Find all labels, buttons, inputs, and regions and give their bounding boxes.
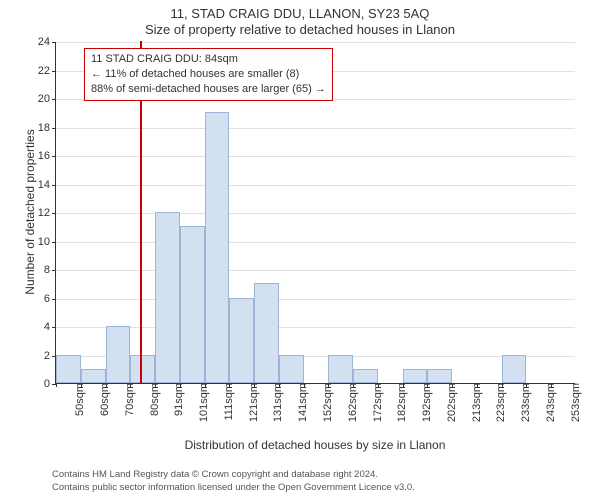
x-tick-label: 141sqm [295, 383, 309, 422]
histogram-bar [81, 369, 106, 383]
x-tick-label: 50sqm [72, 383, 86, 416]
histogram-bar [353, 369, 378, 383]
annotation-box: 11 STAD CRAIG DDU: 84sqm ← 11% of detach… [84, 48, 333, 101]
histogram-bar [180, 226, 205, 383]
x-tick-mark [254, 383, 255, 387]
gridline [56, 299, 575, 300]
x-tick-label: 213sqm [469, 383, 483, 422]
x-tick-mark [130, 383, 131, 387]
x-tick-mark [180, 383, 181, 387]
y-tick-label: 16 [38, 150, 56, 162]
histogram-chart: 11, STAD CRAIG DDU, LLANON, SY23 5AQ Siz… [0, 0, 600, 500]
copyright-line2: Contains public sector information licen… [52, 482, 415, 494]
histogram-bar [56, 355, 81, 384]
x-tick-mark [378, 383, 379, 387]
x-tick-mark [205, 383, 206, 387]
gridline [56, 128, 575, 129]
x-tick-mark [452, 383, 453, 387]
x-tick-label: 131sqm [270, 383, 284, 422]
histogram-bar [502, 355, 527, 384]
x-tick-label: 233sqm [518, 383, 532, 422]
x-tick-mark [155, 383, 156, 387]
x-tick-label: 202sqm [444, 383, 458, 422]
copyright-block: Contains HM Land Registry data © Crown c… [52, 469, 415, 494]
y-tick-label: 8 [44, 264, 56, 276]
x-tick-mark [304, 383, 305, 387]
copyright-line1: Contains HM Land Registry data © Crown c… [52, 469, 415, 481]
x-tick-mark [106, 383, 107, 387]
y-tick-label: 4 [44, 321, 56, 333]
histogram-bar [205, 112, 230, 383]
x-tick-label: 243sqm [543, 383, 557, 422]
x-tick-label: 111sqm [221, 383, 235, 421]
histogram-bar [279, 355, 304, 384]
x-axis-label: Distribution of detached houses by size … [55, 438, 575, 452]
gridline [56, 213, 575, 214]
x-tick-mark [328, 383, 329, 387]
histogram-bar [254, 283, 279, 383]
histogram-bar [403, 369, 428, 383]
chart-title-line1: 11, STAD CRAIG DDU, LLANON, SY23 5AQ [0, 6, 600, 21]
y-tick-label: 18 [38, 122, 56, 134]
x-tick-mark [81, 383, 82, 387]
x-tick-mark [551, 383, 552, 387]
y-tick-label: 22 [38, 65, 56, 77]
x-tick-label: 60sqm [97, 383, 111, 416]
histogram-bar [155, 212, 180, 383]
x-tick-mark [279, 383, 280, 387]
x-tick-label: 172sqm [370, 383, 384, 422]
x-tick-mark [403, 383, 404, 387]
gridline [56, 242, 575, 243]
y-tick-label: 12 [38, 207, 56, 219]
gridline [56, 327, 575, 328]
gridline [56, 185, 575, 186]
histogram-bar [130, 355, 155, 384]
histogram-bar [106, 326, 131, 383]
x-tick-label: 80sqm [147, 383, 161, 416]
y-tick-label: 20 [38, 93, 56, 105]
gridline [56, 42, 575, 43]
x-tick-label: 182sqm [394, 383, 408, 422]
y-tick-label: 10 [38, 236, 56, 248]
x-tick-mark [353, 383, 354, 387]
x-tick-label: 192sqm [419, 383, 433, 422]
x-tick-label: 162sqm [345, 383, 359, 422]
x-tick-label: 101sqm [196, 383, 210, 422]
y-tick-label: 14 [38, 179, 56, 191]
plot-area: 02468101214161820222450sqm60sqm70sqm80sq… [55, 42, 575, 384]
x-tick-label: 91sqm [171, 383, 185, 416]
histogram-bar [427, 369, 452, 383]
gridline [56, 270, 575, 271]
x-tick-label: 253sqm [568, 383, 582, 422]
histogram-bar [229, 298, 254, 384]
x-tick-mark [229, 383, 230, 387]
x-tick-label: 152sqm [320, 383, 334, 422]
x-tick-mark [502, 383, 503, 387]
gridline [56, 156, 575, 157]
y-tick-label: 0 [44, 378, 56, 390]
y-axis-label: Number of detached properties [23, 112, 37, 312]
annotation-line1: 11 STAD CRAIG DDU: 84sqm [91, 52, 326, 67]
x-tick-mark [56, 383, 57, 387]
y-tick-label: 2 [44, 350, 56, 362]
y-tick-label: 24 [38, 36, 56, 48]
x-tick-label: 223sqm [493, 383, 507, 422]
chart-title-line2: Size of property relative to detached ho… [0, 22, 600, 37]
x-tick-label: 70sqm [122, 383, 136, 416]
x-tick-mark [477, 383, 478, 387]
x-tick-label: 121sqm [246, 383, 260, 422]
histogram-bar [328, 355, 353, 384]
y-tick-label: 6 [44, 293, 56, 305]
x-tick-mark [427, 383, 428, 387]
x-tick-mark [526, 383, 527, 387]
annotation-line3: 88% of semi-detached houses are larger (… [91, 82, 326, 97]
annotation-line2: ← 11% of detached houses are smaller (8) [91, 67, 326, 82]
